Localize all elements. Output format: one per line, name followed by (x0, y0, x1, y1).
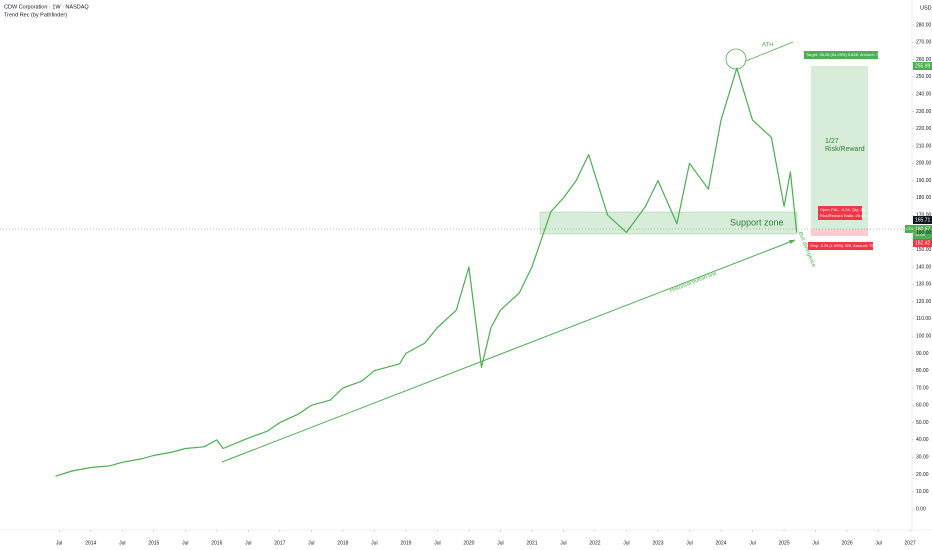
loss-zone (811, 229, 868, 236)
target-box (804, 51, 878, 59)
tag-stop-text: 162.42 (915, 240, 931, 246)
plot (55, 67, 798, 477)
x-tick-label: 2023 (652, 540, 663, 546)
y-tick-label: 100.00 (916, 333, 932, 339)
stop-box (808, 242, 873, 250)
y-tick-label: 90.00 (916, 351, 929, 357)
x-tick-label: Jul (245, 540, 251, 546)
arrowhead (789, 240, 795, 244)
tag-time-text: 11:08 (915, 232, 925, 237)
open-pl: Open P&L: -0.54, Qty: 25 (820, 207, 866, 212)
x-tick-label: Jul (749, 540, 755, 546)
y-tick-label: 110.00 (916, 316, 931, 322)
indicator-name: Trend Rec (by Pathfinder) (4, 12, 67, 18)
x-tick-label: Jul (875, 540, 881, 546)
y-tick-label: 140.00 (916, 264, 932, 270)
y-tick-label: 180.00 (916, 195, 932, 201)
rr-label: Risk/Reward (825, 146, 865, 153)
tag-last-text: 160.67 (915, 226, 931, 232)
rr-line: Risk/Reward Ratio: 25.44 (820, 213, 866, 218)
rr-ratio: 1/27 (825, 138, 839, 145)
currency: USD (920, 5, 932, 11)
y-tick-label: 200.00 (916, 161, 932, 167)
y-tick-label: 60.00 (916, 403, 929, 409)
x-tick-label: 2021 (526, 540, 537, 546)
tag-symbol (905, 225, 914, 233)
y-tick-label: 210.00 (916, 143, 932, 149)
tag-high-text: 165.71 (915, 217, 931, 223)
y-tick-label: 80.00 (916, 368, 929, 374)
x-tick-label: 2017 (274, 540, 285, 546)
y-tick-label: 150.00 (916, 247, 932, 253)
bullish-trendline (221, 239, 796, 463)
x-tick-label: 2025 (778, 540, 789, 546)
stop-text: Stop: 3.29 (1.99%) 329, Amount: 759 (810, 243, 877, 248)
y-tick-label: 130.00 (916, 282, 932, 288)
profit-zone (811, 66, 868, 229)
x-tick-label: Jul (308, 540, 314, 546)
y-tick-label: 20.00 (916, 472, 929, 478)
chart-title: CDW Corporation · 1W · NASDAQ (4, 4, 89, 10)
x-tick-label: Jul (623, 540, 629, 546)
x-tick-label: Jul (812, 540, 818, 546)
y-tick-label: 220.00 (916, 126, 932, 132)
y-tick-label: 50.00 (916, 420, 929, 426)
y-tick-label: 160.00 (916, 230, 932, 236)
x-tick-label: Jul (182, 540, 188, 546)
x-tick-label: 2018 (337, 540, 348, 546)
tag-stop (913, 239, 932, 247)
x-tick-label: Jul (497, 540, 503, 546)
x-tick-label: 2026 (842, 540, 853, 546)
tag-target-text: 255.99 (915, 63, 931, 69)
x-tick-label: Jul (434, 540, 440, 546)
ath-arrow (745, 41, 794, 62)
x-tick-label: 2019 (400, 540, 411, 546)
y-tick-label: 30.00 (916, 454, 929, 460)
tag-high (913, 216, 932, 224)
y-tick-label: 250.00 (916, 74, 932, 80)
y-tick-label: 230.00 (916, 109, 932, 115)
x-tick-label: 2015 (148, 540, 159, 546)
target-text: Target: 98.28 (54.49%) 9,828, Amount: 78… (806, 52, 891, 57)
tag-symbol-text: CDW (906, 226, 916, 231)
ath-label: ATH (762, 43, 774, 49)
y-tick-label: 10.00 (916, 489, 929, 495)
y-tick-label: 40.00 (916, 437, 929, 443)
y-tick-label: 170.00 (916, 212, 932, 218)
tag-target (913, 62, 932, 70)
y-tick-label: 280.00 (916, 22, 932, 28)
x-tick-label: Jul (119, 540, 125, 546)
x-tick-label: Jul (371, 540, 377, 546)
support-label: Support zone (730, 217, 784, 227)
y-tick-label: 120.00 (916, 299, 932, 305)
tag-last (913, 225, 932, 239)
x-tick-label: Jul (686, 540, 692, 546)
y-tick-label: 190.00 (916, 178, 932, 184)
support-zone (539, 211, 798, 235)
x-tick-label: 2020 (463, 540, 474, 546)
y-tick-label: 0.00 (916, 506, 926, 512)
y-tick-label: 260.00 (916, 57, 932, 63)
x-tick-label: 2024 (715, 540, 726, 546)
y-tick-label: 240.00 (916, 91, 932, 97)
x-tick-label: 2022 (589, 540, 600, 546)
y-tick-label: 70.00 (916, 385, 929, 391)
x-tick-label: 2016 (211, 540, 222, 546)
price-line (55, 67, 798, 477)
open-box (818, 206, 862, 220)
y-tick-label: 270.00 (916, 40, 932, 46)
x-tick-label: 2027 (905, 540, 916, 546)
x-tick-label: Jul (56, 540, 62, 546)
x-tick-label: 2014 (85, 540, 96, 546)
x-tick-label: Jul (560, 540, 566, 546)
